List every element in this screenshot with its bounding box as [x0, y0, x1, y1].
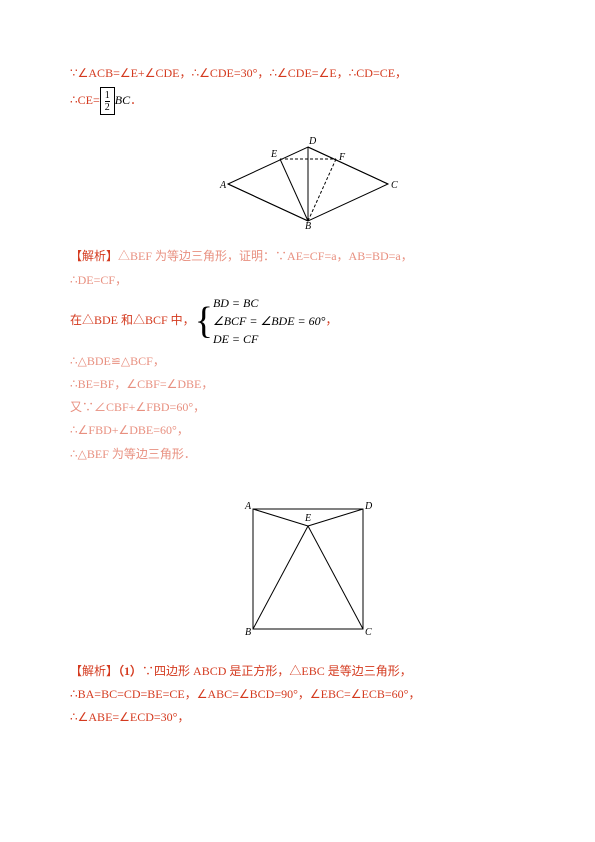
text-line-3: 【解析】△BEF 为等边三角形，证明：∵AE=CF=a，AB=BD=a， [70, 247, 545, 266]
brace-comma: ， [325, 311, 337, 330]
text-line-11: 【解析】（1）∵四边形 ABCD 是正方形，△EBC 是等边三角形， [70, 662, 545, 681]
text-line-4: ∴DE=CF， [70, 271, 545, 290]
brace-r3: DE = CF [213, 330, 326, 348]
fig1-label-E: E [270, 149, 277, 160]
line2-period: ． [130, 93, 142, 107]
line11-rest: ∵四边形 ABCD 是正方形，△EBC 是等边三角形， [142, 664, 412, 678]
fraction-box: 12 [100, 87, 115, 115]
fig1-label-B: B [305, 221, 311, 229]
line11-bold: （1） [118, 664, 142, 678]
text-line-12: ∴BA=BC=CD=BE=CE，∠ABC=∠BCD=90°，∠EBC=∠ECB=… [70, 685, 545, 704]
figure-1-container: A B C D E F [70, 129, 545, 233]
fig2-label-E: E [304, 513, 311, 524]
text-line-7: ∴BE=BF，∠CBF=∠DBE， [70, 375, 545, 394]
text-line-1: ∵∠ACB=∠E+∠CDE，∴∠CDE=30°，∴∠CDE=∠E，∴CD=CE， [70, 64, 545, 83]
text-line-5: 在△BDE 和△BCF 中， { BD = BC ∠BCF = ∠BDE = 6… [70, 294, 545, 348]
line3-tag: 【解析】 [70, 249, 118, 263]
frac-bot: 2 [105, 101, 110, 113]
brace-symbol: { [195, 302, 213, 340]
line5-prefix: 在△BDE 和△BCF 中， [70, 311, 195, 330]
fig2-label-C: C [365, 627, 372, 638]
figure-2-square: A D B C E [233, 494, 383, 644]
text-line-10: ∴△BEF 为等边三角形． [70, 445, 545, 464]
line2-suffix: BC [115, 93, 130, 107]
text-line-8: 又∵∠CBF+∠FBD=60°， [70, 398, 545, 417]
figure-2-container: A D B C E [70, 494, 545, 648]
text-line-6: ∴△BDE≌△BCF， [70, 352, 545, 371]
fig1-label-C: C [391, 180, 398, 191]
frac-top: 1 [105, 90, 110, 101]
line3-rest: △BEF 为等边三角形，证明：∵AE=CF=a，AB=BD=a， [118, 249, 413, 263]
fig2-label-B: B [245, 627, 251, 638]
line11-tag: 【解析】 [70, 664, 118, 678]
fig2-label-D: D [364, 501, 373, 512]
fig1-label-A: A [219, 180, 227, 191]
brace-r1: BD = BC [213, 294, 326, 312]
text-line-13: ∴∠ABE=∠ECD=30°， [70, 708, 545, 727]
figure-1-rhombus: A B C D E F [208, 129, 408, 229]
fig2-label-A: A [244, 501, 252, 512]
fig1-label-F: F [338, 152, 346, 163]
brace-r2: ∠BCF = ∠BDE = 60° [213, 312, 326, 330]
brace-content: BD = BC ∠BCF = ∠BDE = 60° DE = CF [213, 294, 326, 348]
text-line-2: ∴CE=12BC． [70, 87, 545, 115]
text-line-9: ∴∠FBD+∠DBE=60°， [70, 421, 545, 440]
fig1-label-D: D [308, 136, 317, 147]
line2-prefix: ∴CE= [70, 93, 100, 107]
